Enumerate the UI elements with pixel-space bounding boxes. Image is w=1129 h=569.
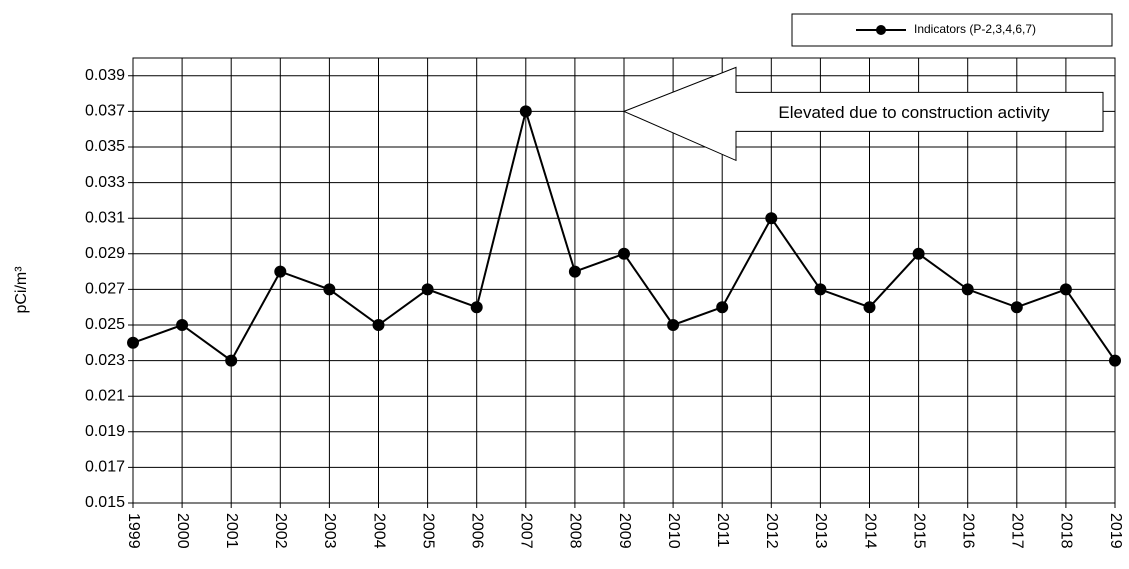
x-tick-label: 2017 xyxy=(1009,513,1026,549)
data-point xyxy=(912,247,925,260)
x-tick-label: 2004 xyxy=(370,513,387,549)
data-point xyxy=(127,336,139,349)
legend-marker xyxy=(876,25,886,35)
x-tick-label: 2007 xyxy=(518,513,535,549)
y-tick-label: 0.015 xyxy=(85,494,125,511)
x-tick-label: 1999 xyxy=(125,513,142,549)
data-point xyxy=(1010,301,1023,314)
x-tick-label: 2002 xyxy=(272,513,289,549)
x-tick-label: 2003 xyxy=(321,513,338,549)
data-point xyxy=(667,319,680,331)
y-tick-label: 0.017 xyxy=(85,459,125,476)
data-point xyxy=(863,301,876,314)
x-tick-label: 2009 xyxy=(616,513,633,549)
y-tick-label: 0.025 xyxy=(85,316,125,333)
legend-box xyxy=(791,13,1113,47)
x-tick-label: 2005 xyxy=(419,513,436,549)
annotation-arrow xyxy=(622,66,1104,162)
data-point xyxy=(814,283,827,296)
x-tick-label: 2001 xyxy=(223,513,240,549)
y-tick-label: 0.033 xyxy=(85,174,125,191)
y-tick-label: 0.019 xyxy=(85,423,125,440)
x-tick-label: 2019 xyxy=(1107,513,1124,549)
data-point xyxy=(618,247,630,260)
annotation: Elevated due to construction activity xyxy=(778,103,1050,122)
y-tick-label: 0.035 xyxy=(85,138,125,155)
x-tick-label: 2016 xyxy=(959,513,976,549)
y-tick-label: 0.021 xyxy=(85,387,125,404)
data-point xyxy=(568,265,581,278)
data-point xyxy=(274,265,287,278)
data-point xyxy=(1059,283,1072,296)
data-point xyxy=(765,212,778,225)
legend-label: Indicators (P-2,3,4,6,7) xyxy=(914,22,1036,36)
data-point xyxy=(519,105,532,118)
x-tick-label: 2010 xyxy=(665,513,682,549)
data-point xyxy=(372,319,385,331)
y-tick-label: 0.029 xyxy=(85,245,125,262)
y-tick-label: 0.037 xyxy=(85,103,125,120)
y-tick-label: 0.039 xyxy=(85,67,125,84)
x-tick-label: 2000 xyxy=(174,513,191,549)
x-tick-label: 2006 xyxy=(468,513,485,549)
data-point xyxy=(225,354,238,367)
x-tick-label: 2012 xyxy=(763,513,780,549)
x-tick-label: 2018 xyxy=(1058,513,1075,549)
y-tick-label: 0.031 xyxy=(85,209,125,226)
data-point xyxy=(961,283,974,296)
x-tick-label: 2013 xyxy=(812,513,829,549)
y-axis-label: pCi/m³ xyxy=(13,266,30,314)
x-tick-label: 2014 xyxy=(861,513,878,549)
data-point xyxy=(323,283,336,296)
y-tick-label: 0.023 xyxy=(85,352,125,369)
y-tick-label: 0.027 xyxy=(85,281,125,298)
data-point xyxy=(1109,354,1121,367)
data-point xyxy=(421,283,434,296)
data-point xyxy=(176,319,189,331)
data-point xyxy=(470,301,483,314)
x-tick-label: 2015 xyxy=(910,513,927,549)
x-tick-label: 2011 xyxy=(714,513,731,548)
data-point xyxy=(716,301,729,314)
plot-area xyxy=(132,57,1116,504)
x-tick-label: 2008 xyxy=(567,513,584,549)
